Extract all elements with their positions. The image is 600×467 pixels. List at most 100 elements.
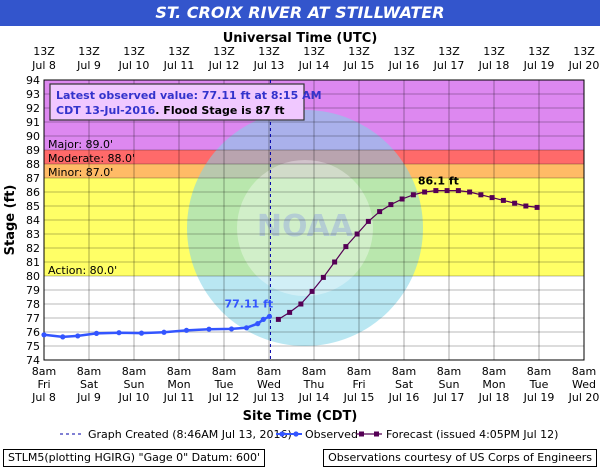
observed-point [266,313,273,320]
x-tick-day: Sat [395,378,414,391]
flood-label-action: Action: 80.0' [48,264,117,277]
legend-forecast-label: Forecast (issued 4:05PM Jul 12) [386,428,558,441]
y-tick-label: 82 [26,242,40,255]
legend-observed-dot [293,431,299,437]
footer-datum: STLM5(plotting HGIRG) "Gage 0" Datum: 60… [3,449,266,467]
flood-label-major: Major: 89.0' [48,138,113,151]
forecast-point [320,274,326,280]
x-top-tick-date: Jul 17 [433,59,465,72]
observed-point [255,321,261,327]
forecast-point [287,309,293,315]
x-top-tick-date: Jul 9 [76,59,101,72]
observed-point [206,326,212,332]
x-top-tick-time: 13Z [573,45,595,58]
x-tick-time: 8am [437,365,461,378]
x-tick-day: Thu [303,378,325,391]
forecast-crest-label: 86.1 ft [418,175,459,188]
y-tick-label: 93 [26,88,40,101]
observed-point [116,330,122,336]
x-tick-day: Sat [80,378,99,391]
forecast-point [444,188,450,194]
legend-forecast-square [374,431,379,437]
observed-point [183,327,190,333]
x-top-tick-time: 13Z [213,45,235,58]
y-tick-label: 89 [26,144,40,157]
x-top-tick-time: 13Z [168,45,190,58]
info-box [49,83,305,121]
y-tick-label: 92 [26,102,40,115]
x-tick-day: Tue [529,378,549,391]
y-tick-label: 85 [26,200,40,213]
watermark-circle [187,110,423,346]
forecast-point [534,204,540,210]
forecast-point [354,231,360,237]
x-tick-day: Fri [352,378,365,391]
flood-label-moderate: Moderate: 88.0' [48,152,135,165]
y-tick-label: 81 [26,256,40,269]
x-axis-title: Site Time (CDT) [243,409,358,424]
x-tick-date: Jul 20 [568,391,600,404]
y-tick-label: 74 [26,354,40,367]
x-top-tick-time: 13Z [528,45,550,58]
x-top-tick-time: 13Z [393,45,415,58]
forecast-point [343,244,349,250]
x-tick-date: Jul 10 [118,391,150,404]
x-top-tick-time: 13Z [348,45,370,58]
x-top-tick-date: Jul 15 [343,59,375,72]
x-tick-date: Jul 15 [343,391,375,404]
x-top-tick-date: Jul 11 [163,59,195,72]
observed-point [93,330,100,336]
forecast-point [489,195,495,201]
x-tick-date: Jul 8 [31,391,56,404]
x-tick-time: 8am [212,365,236,378]
x-top-tick-time: 13Z [78,45,100,58]
y-tick-label: 88 [26,158,40,171]
x-top-tick-date: Jul 20 [568,59,600,72]
forecast-point [399,196,405,202]
forecast-point [467,189,473,195]
observed-point [41,332,47,338]
forecast-point [433,188,439,194]
y-tick-label: 80 [26,270,40,283]
y-tick-label: 90 [26,130,40,143]
x-tick-date: Jul 19 [523,391,555,404]
legend-observed-dot [279,431,285,437]
x-tick-day: Wed [572,378,596,391]
x-tick-day: Sun [439,378,460,391]
forecast-point [512,200,518,206]
plot-border [43,79,585,361]
observed-point [161,329,167,335]
forecast-point [455,188,461,194]
x-tick-time: 8am [482,365,506,378]
forecast-point [332,259,338,265]
forecast-point [377,209,383,215]
x-tick-date: Jul 18 [478,391,510,404]
observed-point [60,334,66,340]
x-tick-date: Jul 13 [253,391,285,404]
observed-value-label: 77.11 ft [224,297,273,310]
x-tick-date: Jul 12 [208,391,240,404]
x-top-tick-time: 13Z [123,45,145,58]
legend-created-label: Graph Created (8:46AM Jul 13, 2016) [88,428,292,441]
forecast-point [478,192,484,198]
info-box-line2: CDT 13-Jul-2016. Flood Stage is 87 ft [56,104,285,117]
forecast-point [410,192,416,198]
x-top-tick-date: Jul 16 [388,59,420,72]
x-top-tick-date: Jul 14 [298,59,330,72]
info-flood-stage: . Flood Stage is 87 ft [155,104,284,117]
x-top-tick-time: 13Z [303,45,325,58]
forecast-point [500,197,506,203]
observed-point [243,325,250,331]
x-tick-day: Fri [37,378,50,391]
x-tick-time: 8am [347,365,371,378]
info-box-line1: Latest observed value: 77.11 ft at 8:15 … [56,89,322,102]
y-tick-label: 78 [26,298,40,311]
y-tick-label: 77 [26,312,40,325]
x-tick-time: 8am [527,365,551,378]
x-top-tick-time: 13Z [483,45,505,58]
observed-point [138,330,145,336]
top-axis-title: Universal Time (UTC) [223,31,378,46]
y-tick-label: 79 [26,284,40,297]
y-tick-label: 86 [26,186,40,199]
x-top-tick-date: Jul 8 [31,59,56,72]
